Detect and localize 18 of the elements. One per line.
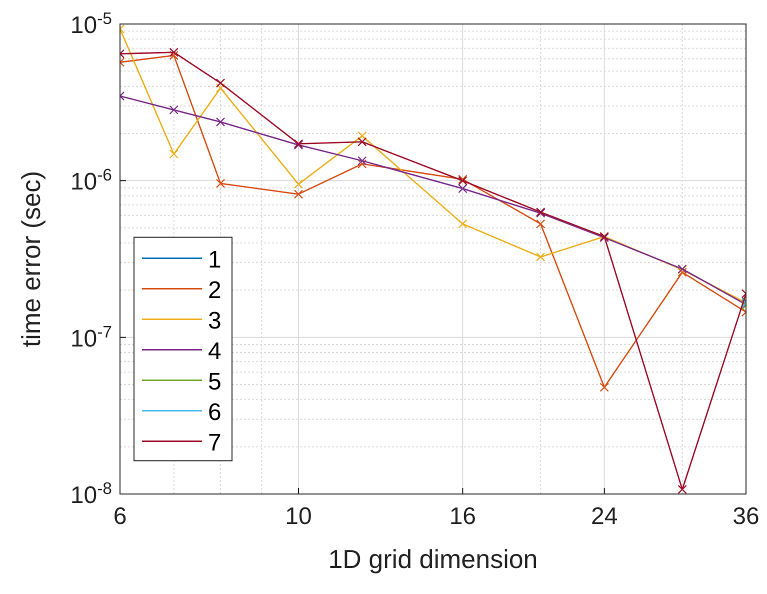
y-tick-label: 10$^{-8}$ bbox=[70, 478, 112, 509]
x-tick-label: 10 bbox=[285, 503, 312, 530]
x-tick-label: 36 bbox=[732, 503, 760, 530]
legend-label: 6 bbox=[208, 398, 222, 426]
y-tick-label: 10$^{-7}$ bbox=[70, 322, 112, 352]
y-tick-label: 10$^{-5}$ bbox=[70, 8, 112, 39]
legend-label: 5 bbox=[208, 368, 222, 396]
legend-label: 3 bbox=[208, 307, 222, 334]
legend-label: 7 bbox=[208, 429, 222, 456]
x-tick-label: 16 bbox=[449, 503, 476, 530]
legend-label: 1 bbox=[208, 246, 222, 274]
x-tick-label: 24 bbox=[590, 503, 618, 530]
y-tick-label: 10$^{-6}$ bbox=[70, 165, 112, 196]
x-tick-label: 6 bbox=[113, 503, 127, 530]
x-axis-title: 1D grid dimension bbox=[328, 544, 538, 574]
legend-label: 4 bbox=[208, 338, 222, 365]
y-axis-title: time error (sec) bbox=[16, 170, 46, 348]
legend-label: 2 bbox=[208, 276, 222, 304]
